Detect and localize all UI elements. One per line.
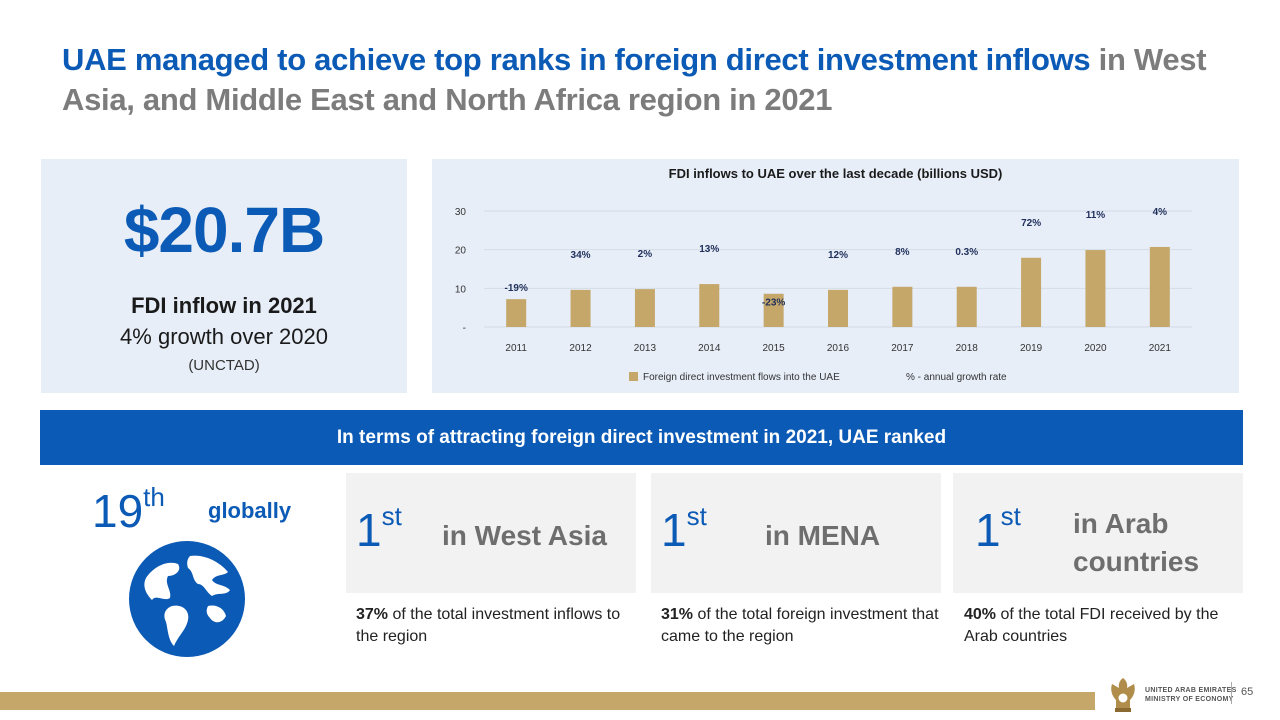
growth-label: 0.3% bbox=[955, 247, 978, 258]
y-tick-label: 10 bbox=[455, 284, 467, 295]
card-mena: 1st in MENA bbox=[651, 473, 941, 593]
card-rank-suffix: st bbox=[1000, 501, 1021, 531]
growth-label: 72% bbox=[1021, 218, 1041, 229]
growth-label: 13% bbox=[699, 244, 719, 255]
legend-swatch bbox=[629, 372, 638, 381]
bar bbox=[1085, 250, 1106, 327]
bar bbox=[570, 289, 591, 327]
title-rest: in West Asia, and Middle East and North … bbox=[62, 42, 1207, 117]
card-rank-value: 1 bbox=[661, 504, 687, 556]
kpi-growth: 4% growth over 2020 bbox=[120, 324, 328, 349]
x-tick-label: 2018 bbox=[956, 343, 979, 354]
kpi-source: (UNCTAD) bbox=[188, 357, 260, 374]
card-rank: 1st bbox=[356, 501, 402, 557]
org-line-2: MINISTRY OF ECONOMY bbox=[1145, 696, 1234, 703]
x-tick-label: 2016 bbox=[827, 343, 850, 354]
bar bbox=[763, 293, 784, 327]
desc-text: of the total foreign investment that cam… bbox=[661, 606, 939, 645]
footer-bar bbox=[0, 692, 1095, 710]
desc-text: of the total investment inflows to the r… bbox=[356, 606, 621, 645]
card-description-west-asia: 37% of the total investment inflows to t… bbox=[356, 604, 638, 648]
card-rank-suffix: st bbox=[381, 501, 402, 531]
fdi-bar-chart: FDI inflows to UAE over the last decade … bbox=[455, 166, 1192, 383]
bar bbox=[1149, 246, 1170, 327]
kpi-panel: $20.7B FDI inflow in 2021 4% growth over… bbox=[41, 159, 407, 393]
growth-label: 8% bbox=[895, 247, 910, 258]
chart-title: FDI inflows to UAE over the last decade … bbox=[669, 166, 1003, 181]
desc-percent: 37% bbox=[356, 606, 389, 623]
globe-icon bbox=[129, 541, 245, 657]
legend-label: % - annual growth rate bbox=[906, 372, 1007, 383]
global-rank-number: 19th bbox=[92, 482, 165, 538]
bar bbox=[506, 299, 527, 327]
growth-label: -19% bbox=[505, 283, 528, 294]
y-tick-label: 20 bbox=[455, 246, 467, 257]
global-rank-value: 19 bbox=[92, 485, 144, 537]
card-rank-value: 1 bbox=[975, 504, 1001, 556]
card-rank-suffix: st bbox=[686, 501, 707, 531]
growth-label: -23% bbox=[762, 298, 785, 309]
emblem-logo bbox=[1111, 678, 1135, 712]
legend-label: Foreign direct investment flows into the… bbox=[643, 372, 840, 383]
y-tick-label: 30 bbox=[455, 207, 467, 218]
bar bbox=[956, 286, 977, 327]
x-tick-label: 2017 bbox=[891, 343, 914, 354]
x-tick-label: 2014 bbox=[698, 343, 721, 354]
desc-percent: 31% bbox=[661, 606, 694, 623]
desc-text: of the total FDI received by the Arab co… bbox=[964, 606, 1219, 645]
footer-divider bbox=[1231, 682, 1232, 704]
kpi-value: $20.7B bbox=[123, 194, 325, 266]
x-tick-label: 2013 bbox=[634, 343, 657, 354]
org-line-1: UNITED ARAB EMIRATES bbox=[1145, 687, 1237, 694]
growth-label: 12% bbox=[828, 250, 848, 261]
card-arab-countries: 1st in Arab countries bbox=[953, 473, 1243, 593]
bar bbox=[634, 289, 655, 327]
card-label: in Arab countries bbox=[1073, 508, 1200, 577]
x-tick-label: 2019 bbox=[1020, 343, 1043, 354]
card-rank: 1st bbox=[661, 501, 707, 557]
bar bbox=[1021, 257, 1042, 327]
ranking-banner: In terms of attracting foreign direct in… bbox=[40, 410, 1243, 465]
x-tick-label: 2011 bbox=[505, 343, 527, 354]
y-tick-label: - bbox=[463, 323, 466, 334]
slide-title: UAE managed to achieve top ranks in fore… bbox=[62, 40, 1222, 120]
bar bbox=[699, 284, 720, 327]
x-tick-label: 2021 bbox=[1149, 343, 1172, 354]
bar bbox=[892, 286, 913, 327]
card-rank-value: 1 bbox=[356, 504, 382, 556]
x-tick-label: 2012 bbox=[569, 343, 592, 354]
title-highlight: UAE managed to achieve top ranks in fore… bbox=[62, 42, 1091, 77]
card-rank: 1st bbox=[975, 501, 1021, 557]
card-description-mena: 31% of the total foreign investment that… bbox=[661, 604, 939, 648]
growth-label: 4% bbox=[1153, 207, 1168, 218]
x-tick-label: 2020 bbox=[1084, 343, 1107, 354]
page-number: 65 bbox=[1241, 686, 1254, 698]
kpi-label: FDI inflow in 2021 bbox=[131, 293, 317, 318]
chart-panel: FDI inflows to UAE over the last decade … bbox=[432, 159, 1239, 393]
bar bbox=[828, 289, 848, 327]
card-label: in West Asia bbox=[442, 520, 607, 551]
growth-label: 11% bbox=[1086, 210, 1106, 221]
org-name: UNITED ARAB EMIRATES MINISTRY OF ECONOMY bbox=[1145, 686, 1237, 704]
desc-percent: 40% bbox=[964, 606, 997, 623]
growth-label: 2% bbox=[638, 249, 653, 260]
global-rank-suffix: th bbox=[143, 482, 165, 512]
global-rank: 19th globally bbox=[92, 482, 332, 664]
growth-label: 34% bbox=[571, 250, 591, 261]
card-label: in MENA bbox=[765, 520, 881, 551]
x-tick-label: 2015 bbox=[763, 343, 786, 354]
card-description-arab: 40% of the total FDI received by the Ara… bbox=[964, 604, 1226, 648]
global-rank-label: globally bbox=[208, 498, 292, 523]
card-west-asia: 1st in West Asia bbox=[346, 473, 636, 593]
